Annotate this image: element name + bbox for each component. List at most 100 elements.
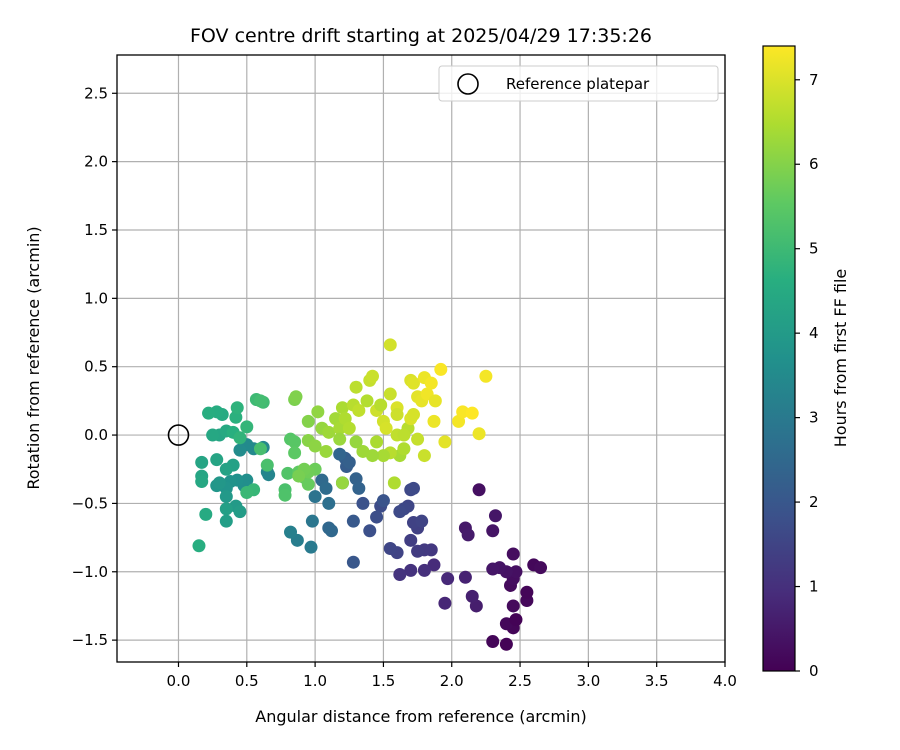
data-point [202, 406, 216, 420]
data-point [465, 589, 479, 603]
data-point [428, 394, 442, 408]
colorbar-ticks: 0 1 2 3 4 5 6 7 [795, 71, 819, 680]
data-point [301, 477, 315, 491]
data-point [319, 481, 333, 495]
y-tick-label: −1.5 [72, 631, 108, 649]
data-point [206, 428, 220, 442]
data-point [322, 425, 336, 439]
y-axis-label: Rotation from reference (arcmin) [24, 226, 43, 489]
legend: Reference platepar [438, 65, 719, 102]
data-point [488, 509, 502, 523]
x-tick-label: 0.5 [235, 672, 259, 690]
colorbar-tick-label: 0 [809, 662, 819, 680]
data-point [417, 449, 431, 463]
data-point [376, 494, 390, 508]
data-point [219, 514, 233, 528]
data-point [342, 421, 356, 435]
data-point [365, 449, 379, 463]
plot-frame [116, 54, 726, 663]
data-point [349, 380, 363, 394]
data-point [479, 369, 493, 383]
data-point [195, 475, 209, 489]
data-point [383, 338, 397, 352]
x-tick-label: 3.0 [576, 672, 600, 690]
y-tick-label: −1.0 [72, 563, 108, 581]
y-tick-label: 2.0 [84, 153, 108, 171]
data-point [240, 420, 254, 434]
data-point [387, 476, 401, 490]
y-tick-label: 0.0 [84, 426, 108, 444]
data-point [424, 376, 438, 390]
x-tick-label: 1.5 [371, 672, 395, 690]
data-point [240, 485, 254, 499]
data-point [374, 398, 388, 412]
y-tick-label: 0.5 [84, 358, 108, 376]
data-point [346, 555, 360, 569]
data-point [253, 442, 267, 456]
data-point [520, 585, 534, 599]
data-point [230, 401, 244, 415]
data-point [390, 408, 404, 422]
data-point [406, 408, 420, 422]
y-tick-label: −0.5 [72, 494, 108, 512]
data-point [427, 558, 441, 572]
data-point [509, 565, 523, 579]
data-point [233, 505, 247, 519]
data-point [499, 637, 513, 651]
data-point [383, 542, 397, 556]
data-point [360, 394, 374, 408]
data-point [192, 539, 206, 553]
data-point [434, 362, 448, 376]
colorbar-tick-label: 5 [809, 240, 819, 258]
data-point [233, 431, 247, 445]
data-point [288, 435, 302, 449]
data-point [438, 435, 452, 449]
data-point [417, 563, 431, 577]
colorbar: 0 1 2 3 4 5 6 7 Hours from first FF file [762, 45, 850, 680]
x-axis-ticks: 0.0 0.5 1.0 1.5 2.0 2.5 3.0 3.5 4.0 [167, 662, 737, 690]
data-point [383, 387, 397, 401]
data-point [335, 401, 349, 415]
data-point [427, 414, 441, 428]
data-point [308, 490, 322, 504]
x-tick-label: 2.0 [440, 672, 464, 690]
data-point [441, 572, 455, 586]
colorbar-label: Hours from first FF file [831, 269, 850, 448]
data-point [219, 490, 233, 504]
data-point [301, 414, 315, 428]
legend-label: Reference platepar [506, 75, 650, 93]
legend-box [438, 65, 719, 102]
data-point [284, 525, 298, 539]
data-point [335, 476, 349, 490]
data-point [333, 432, 347, 446]
data-point [233, 443, 247, 457]
data-point [311, 405, 325, 419]
data-point [370, 510, 384, 524]
data-point [229, 410, 243, 424]
colorbar-tick-label: 4 [809, 324, 819, 342]
y-tick-label: 2.5 [84, 84, 108, 102]
data-point [393, 505, 407, 519]
data-point [404, 563, 418, 577]
data-point [308, 439, 322, 453]
y-tick-label: 1.0 [84, 289, 108, 307]
data-point [397, 428, 411, 442]
data-point [342, 455, 356, 469]
data-point [349, 435, 363, 449]
data-point [346, 514, 360, 528]
data-points [192, 338, 548, 651]
x-tick-label: 1.0 [303, 672, 327, 690]
data-point [212, 476, 226, 490]
data-point [465, 406, 479, 420]
data-point [333, 447, 347, 461]
reference-platepar-marker [167, 424, 190, 446]
data-point [292, 469, 306, 483]
x-tick-label: 3.5 [645, 672, 669, 690]
data-point [406, 481, 420, 495]
data-point [438, 596, 452, 610]
colorbar-gradient [762, 45, 796, 672]
data-point [289, 390, 303, 404]
colorbar-tick-label: 1 [809, 578, 819, 596]
data-point [370, 435, 384, 449]
data-point [333, 421, 347, 435]
